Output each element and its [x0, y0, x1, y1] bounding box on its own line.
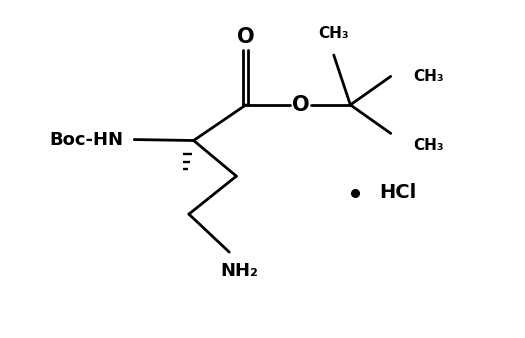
- Text: CH₃: CH₃: [413, 69, 444, 84]
- Text: O: O: [237, 27, 255, 47]
- Text: CH₃: CH₃: [413, 138, 444, 153]
- Text: HCl: HCl: [379, 183, 416, 202]
- Text: NH₂: NH₂: [221, 262, 259, 280]
- Text: Boc-HN: Boc-HN: [50, 130, 124, 149]
- Text: CH₃: CH₃: [319, 26, 349, 41]
- Text: O: O: [292, 95, 309, 115]
